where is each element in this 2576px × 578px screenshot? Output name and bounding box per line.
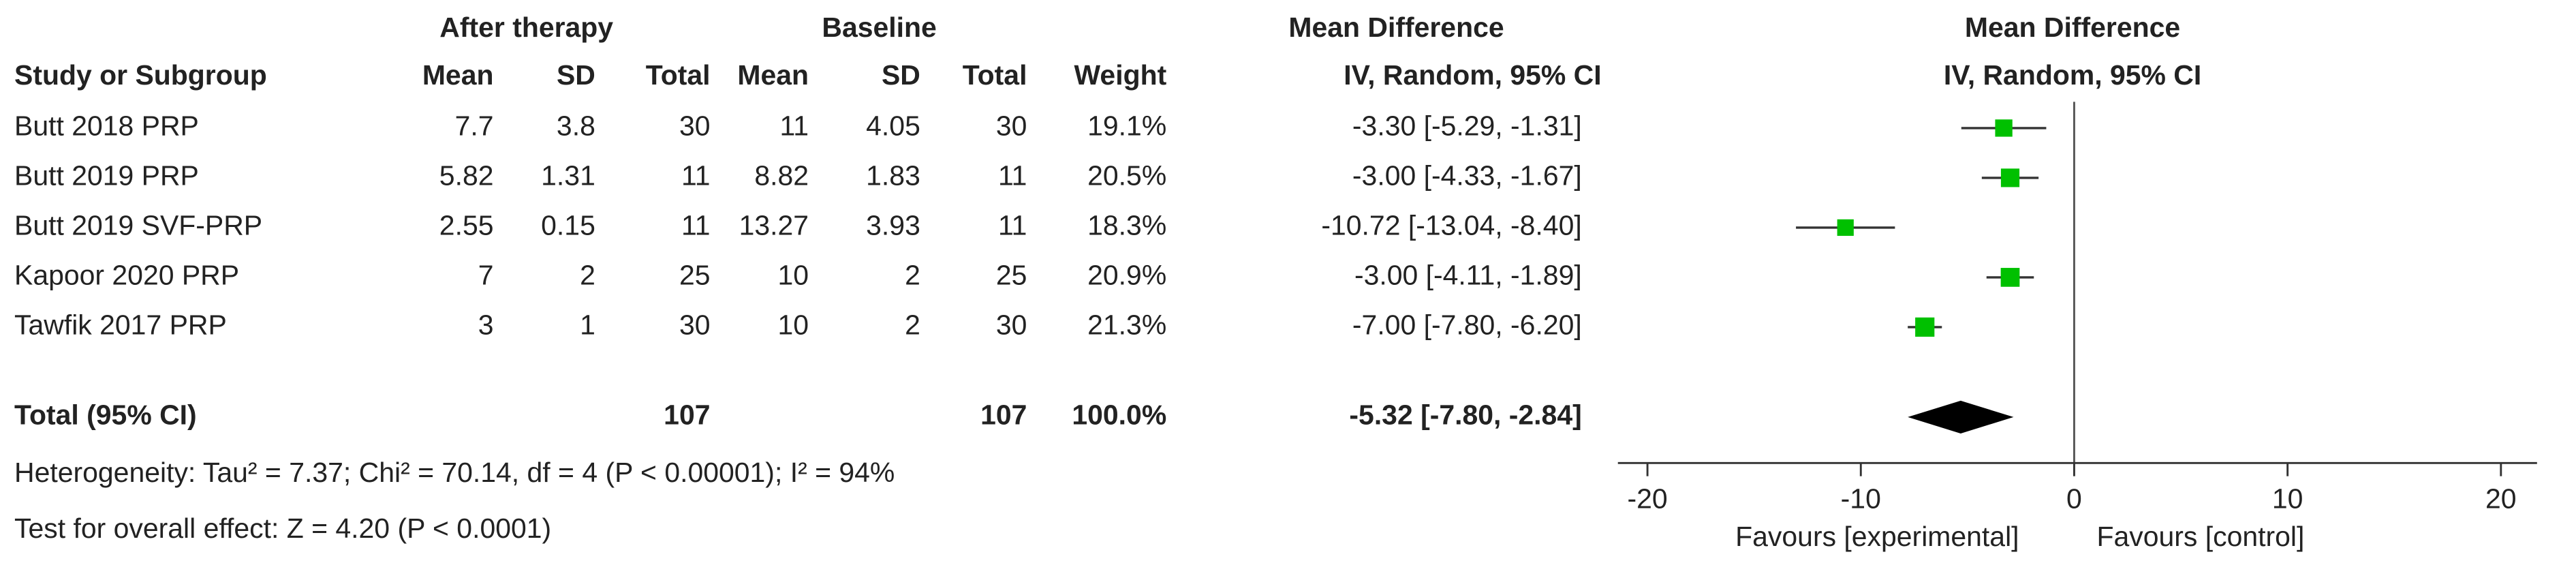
- x-tick-label: 10: [2272, 483, 2303, 515]
- exp-total: 30: [679, 309, 711, 341]
- exp-total: 30: [679, 110, 711, 142]
- x-label-right: Favours [control]: [2097, 521, 2305, 552]
- effect-square: [1995, 119, 2013, 137]
- exp-total: 25: [679, 260, 711, 291]
- effect-square: [2000, 268, 2020, 287]
- column-header: Total: [963, 59, 1027, 91]
- exp-total: 11: [681, 210, 711, 241]
- weight: 21.3%: [1087, 309, 1166, 341]
- weight: 19.1%: [1087, 110, 1166, 142]
- ctl-mean: 13.27: [739, 210, 809, 241]
- ctl-sd: 2: [905, 260, 920, 291]
- total-ctl: 107: [980, 399, 1027, 431]
- column-header: Weight: [1074, 59, 1167, 91]
- column-header: SD: [882, 59, 920, 91]
- study-name: Butt 2019 PRP: [14, 160, 199, 192]
- column-header: SD: [557, 59, 595, 91]
- column-header: IV, Random, 95% CI: [1944, 59, 2201, 91]
- ctl-sd: 3.93: [866, 210, 920, 241]
- heterogeneity: Heterogeneity: Tau² = 7.37; Chi² = 70.14…: [14, 457, 895, 488]
- column-header: Mean: [737, 59, 809, 91]
- overall-effect: Test for overall effect: Z = 4.20 (P < 0…: [14, 513, 551, 544]
- ctl-sd: 4.05: [866, 110, 920, 142]
- total-exp: 107: [664, 399, 710, 431]
- exp-sd: 0.15: [541, 210, 595, 241]
- exp-mean: 7.7: [455, 110, 494, 142]
- exp-mean: 3: [478, 309, 494, 341]
- ctl-total: 30: [996, 309, 1027, 341]
- group-header: Mean Difference: [1288, 12, 1504, 43]
- effect-square: [1837, 219, 1854, 237]
- column-header: Total: [646, 59, 711, 91]
- mean-difference: -3.30 [-5.29, -1.31]: [1352, 110, 1582, 142]
- group-header: After therapy: [439, 12, 613, 43]
- study-name: Kapoor 2020 PRP: [14, 260, 239, 291]
- ctl-total: 30: [996, 110, 1027, 142]
- pooled-diamond: [1908, 400, 2014, 434]
- exp-mean: 2.55: [439, 210, 494, 241]
- total-label: Total (95% CI): [14, 399, 197, 431]
- study-name: Butt 2019 SVF-PRP: [14, 210, 262, 241]
- ctl-total: 11: [998, 160, 1027, 192]
- x-label-left: Favours [experimental]: [1735, 521, 2019, 552]
- exp-sd: 1: [580, 309, 595, 341]
- mean-difference: -10.72 [-13.04, -8.40]: [1321, 210, 1581, 241]
- exp-mean: 5.82: [439, 160, 494, 192]
- ctl-total: 25: [996, 260, 1027, 291]
- exp-sd: 2: [580, 260, 595, 291]
- exp-sd: 3.8: [557, 110, 595, 142]
- column-header: Mean: [422, 59, 494, 91]
- effect-square: [2000, 168, 2020, 187]
- weight: 18.3%: [1087, 210, 1166, 241]
- ctl-sd: 2: [905, 309, 920, 341]
- column-header: IV, Random, 95% CI: [1344, 59, 1601, 91]
- group-header: Mean Difference: [1965, 12, 2180, 43]
- exp-mean: 7: [478, 260, 494, 291]
- mean-difference: -7.00 [-7.80, -6.20]: [1352, 309, 1582, 341]
- ctl-sd: 1.83: [866, 160, 920, 192]
- x-tick-label: 0: [2066, 483, 2082, 515]
- ctl-total: 11: [998, 210, 1027, 241]
- ctl-mean: 8.82: [754, 160, 809, 192]
- x-tick-label: -20: [1628, 483, 1668, 515]
- exp-sd: 1.31: [541, 160, 595, 192]
- column-header: Study or Subgroup: [14, 59, 267, 91]
- total-weight: 100.0%: [1072, 399, 1166, 431]
- ctl-mean: 11: [780, 110, 809, 142]
- ctl-mean: 10: [777, 260, 809, 291]
- weight: 20.5%: [1087, 160, 1166, 192]
- mean-difference: -3.00 [-4.33, -1.67]: [1352, 160, 1582, 192]
- mean-difference: -3.00 [-4.11, -1.89]: [1354, 260, 1582, 291]
- group-header: Baseline: [822, 12, 936, 43]
- study-name: Butt 2018 PRP: [14, 110, 199, 142]
- x-tick-label: -10: [1841, 483, 1881, 515]
- total-md: -5.32 [-7.80, -2.84]: [1349, 399, 1581, 431]
- exp-total: 11: [681, 160, 711, 192]
- x-tick-label: 20: [2485, 483, 2517, 515]
- effect-square: [1915, 317, 1935, 337]
- study-name: Tawfik 2017 PRP: [14, 309, 227, 341]
- ctl-mean: 10: [777, 309, 809, 341]
- weight: 20.9%: [1087, 260, 1166, 291]
